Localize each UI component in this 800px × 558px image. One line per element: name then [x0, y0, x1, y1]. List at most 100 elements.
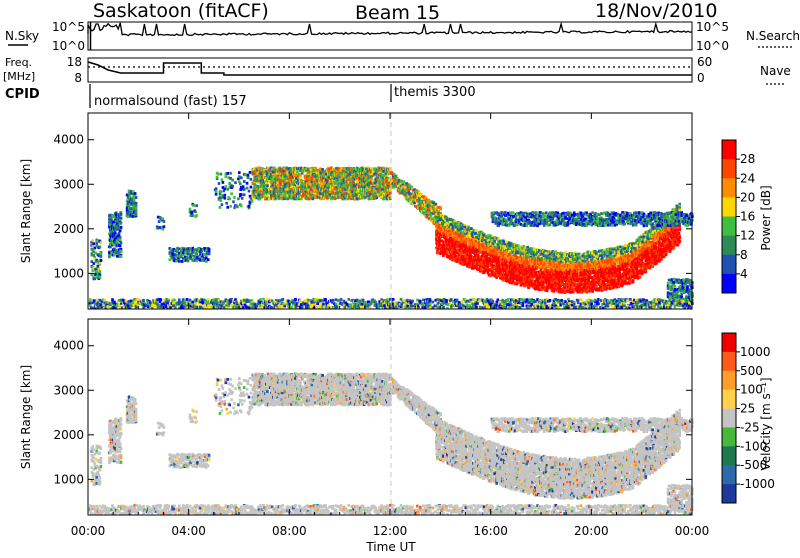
power-cell	[240, 205, 243, 208]
power-cell	[99, 275, 102, 278]
nsky-panel: N.Sky 10^5 10^0 10^5 10^0 N.Search	[5, 20, 800, 53]
power-cell	[215, 193, 218, 196]
power-cell	[228, 198, 231, 201]
power-cell	[224, 197, 227, 200]
freq-label: Freq.	[5, 56, 32, 69]
power-cell	[215, 187, 218, 190]
power-cell	[120, 217, 123, 220]
nave-tick-top: 60	[697, 55, 712, 69]
power-cell	[247, 174, 250, 177]
power-cell	[243, 188, 246, 191]
nsearch-label: N.Search	[746, 29, 800, 43]
power-cell	[208, 253, 211, 256]
power-cell	[243, 180, 246, 183]
nsky-line	[88, 23, 692, 36]
cpid-segment-2: themis 3300	[394, 85, 476, 100]
power-cell	[162, 228, 165, 231]
freq-unit-label: [MHz]	[3, 70, 35, 83]
power-cell	[226, 206, 229, 209]
freq-tick-bottom: 8	[74, 71, 82, 85]
power-cell	[119, 238, 122, 241]
power-cell	[222, 181, 225, 184]
power-cell	[108, 255, 111, 258]
power-cell	[221, 178, 224, 181]
power-cell	[240, 176, 243, 179]
power-cell	[194, 211, 197, 214]
power-cell	[189, 208, 192, 211]
power-cell	[241, 197, 244, 200]
date-title: 18/Nov/2010	[595, 0, 717, 22]
power-cell	[266, 184, 269, 187]
power-cell	[229, 205, 232, 208]
power-cell	[120, 213, 123, 216]
power-cell	[215, 190, 218, 193]
power-cell	[243, 193, 246, 196]
power-cell	[158, 220, 161, 223]
power-cell	[98, 268, 101, 271]
nsearch-tick-bottom: 10^0	[696, 39, 729, 53]
power-cell	[163, 220, 166, 223]
power-cell	[91, 274, 94, 277]
power-cell	[178, 248, 181, 251]
cpid-label: CPID	[5, 87, 40, 102]
power-cell	[135, 202, 138, 205]
power-cell	[119, 245, 122, 248]
power-cell	[226, 172, 229, 175]
power-cell	[217, 173, 220, 176]
power-cell	[221, 203, 224, 206]
power-cell	[248, 205, 251, 208]
power-cell	[135, 207, 138, 210]
rti-plot: Saskatoon (fitACF) Beam 15 18/Nov/2010 N…	[0, 0, 800, 554]
power-cell	[135, 196, 138, 199]
power-cell	[130, 211, 133, 214]
power-cell	[94, 247, 97, 250]
power-cell	[220, 199, 223, 202]
power-cell	[134, 192, 137, 195]
power-cell	[135, 209, 138, 212]
power-cell	[234, 181, 237, 184]
power-cell	[299, 176, 302, 179]
freq-trace	[88, 62, 692, 75]
power-cell	[250, 178, 253, 181]
nave-tick-bottom: 0	[697, 71, 705, 85]
power-cell	[220, 191, 223, 194]
power-cell	[233, 196, 236, 199]
nsky-trace	[88, 22, 692, 50]
power-cell	[115, 249, 118, 252]
power-cell	[236, 205, 239, 208]
power-cell	[120, 255, 123, 258]
power-cell	[100, 259, 103, 262]
power-cell	[231, 185, 234, 188]
power-cell	[238, 171, 241, 174]
power-cell	[162, 217, 165, 220]
power-cell	[225, 175, 228, 178]
nave-label: Nave	[760, 64, 791, 78]
nsky-tick-bottom: 10^0	[52, 39, 85, 53]
power-cell	[99, 246, 102, 249]
power-cell	[195, 204, 198, 207]
power-cell	[251, 200, 254, 203]
power-cell	[187, 260, 190, 263]
power-cell	[192, 204, 195, 207]
power-cell	[188, 250, 191, 253]
power-cell	[120, 250, 123, 253]
power-cell	[100, 241, 103, 244]
power-cell	[208, 248, 211, 251]
power-cell	[191, 254, 194, 257]
power-cell	[195, 259, 198, 262]
power-cell	[232, 200, 235, 203]
power-cell	[321, 168, 324, 171]
power-cell	[135, 213, 138, 216]
power-cell	[119, 229, 122, 232]
power-cell	[218, 182, 221, 185]
power-cell	[250, 186, 253, 189]
power-cell	[248, 190, 251, 193]
freq-panel: Freq. [MHz] 18 8 60 0 Nave	[3, 55, 791, 85]
power-cell	[240, 193, 243, 196]
power-cell	[216, 176, 219, 179]
beam-title: Beam 15	[355, 2, 440, 24]
power-cell	[230, 192, 233, 195]
power-cell	[239, 183, 242, 186]
power-cell	[237, 197, 240, 200]
power-cell	[120, 222, 123, 225]
